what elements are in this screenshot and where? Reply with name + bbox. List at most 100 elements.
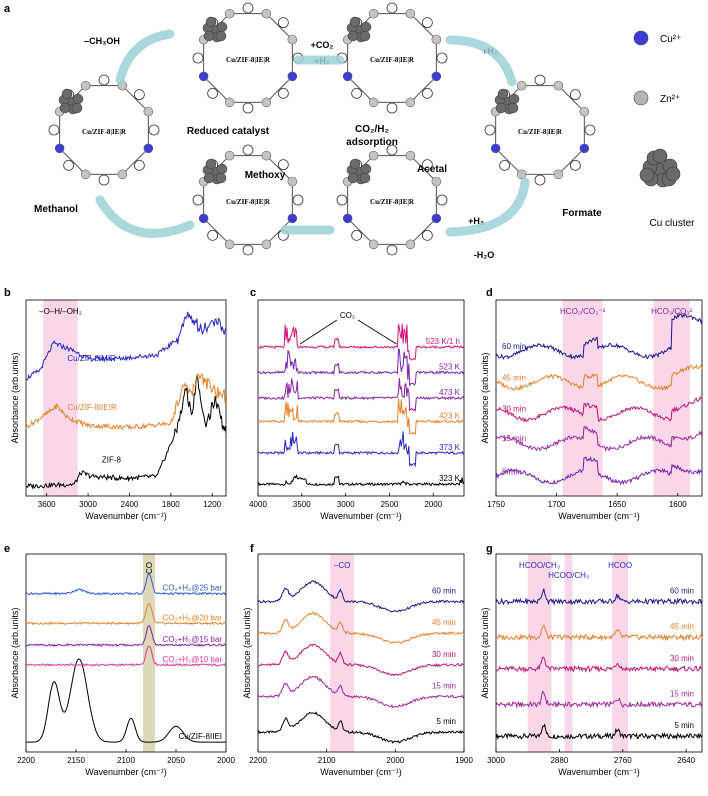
cu-cluster-legend-atom [665,166,681,182]
series-label: CO₂+H₂@10 bar [163,655,223,664]
imidazolate [421,87,433,99]
imidazolate [351,87,363,99]
panel-b: b –O–H/–OH₂ 3600 3000 2400 1800 1200 Wavenumber… [4,287,227,521]
series-line [257,675,465,708]
imidazolate [534,174,546,186]
series-line [257,431,465,468]
x-axis-label: Wavenumber (cm⁻¹) [320,767,401,777]
zn-ion [80,80,91,91]
annotation-arrow [357,319,397,345]
panel-d: d HCO₂/CO₃⁻² HCO₃/CO₃² 1750 1700 1650 1600 Wave… [480,287,703,521]
series-line [495,455,703,486]
x-tick-label: 2200 [249,756,267,765]
arrow-label: +CO₂ [311,40,334,50]
zn-ion [405,150,416,161]
zn-ion [143,106,154,117]
x-axis-label: Wavenumber (cm⁻¹) [558,767,639,777]
zn-ion [261,239,272,250]
catalyst-ring: Cu/ZIF-8|IE|R [336,2,448,114]
cu-cluster-atom [72,93,84,105]
x-tick-label: 2640 [677,756,695,765]
cu-cluster-atom [359,30,371,42]
series-line [495,588,703,606]
catalyst-label: Cu/ZIF-8|IE|R [226,198,271,206]
series-label: 30 min [502,405,526,414]
imidazolate [207,87,219,99]
series-line [257,398,465,436]
cu-cluster-legend-atom [639,167,655,183]
x-tick-label: 4000 [249,500,267,509]
imidazolate [336,194,348,206]
series-line [25,602,227,626]
series-line [257,347,465,388]
series-label: 473 K [439,388,461,397]
cu-ion [342,213,353,224]
spectra-panels: b –O–H/–OH₂ 3600 3000 2400 1800 1200 Wavenumber… [4,287,703,777]
zn-ion [117,169,128,180]
imidazolate [242,244,254,256]
cu-cluster-legend-atom [652,148,668,164]
series-label: 373 K [439,443,461,452]
imidazolate [63,159,75,171]
x-tick-label: 2400 [121,500,139,509]
series-label: ZIF-8 [102,456,122,465]
cu-cluster-atom [360,21,372,33]
imidazolate [148,124,160,136]
imidazolate [499,159,511,171]
x-tick-label: 3500 [293,500,311,509]
arrow-label: –CH₃OH [84,36,120,46]
cu-ion [342,71,353,82]
series-label: Cu/ZIF-8IIEIR [67,403,117,412]
x-tick-label: 3000 [79,500,97,509]
zn-ion [80,169,91,180]
series-line [257,377,465,412]
legend-label: Zn²⁺ [660,94,680,105]
cu-ion [198,71,209,82]
series-label: 30 min [432,650,456,659]
series-line [26,658,226,743]
panel-c: c 4000 3500 3000 2500 2000 Wavenumber (cm⁻¹) 32… [249,287,465,521]
zn-legend-marker [633,90,649,106]
step-label: Formate [562,208,602,219]
imidazolate [421,229,433,241]
cu-cluster-atom [495,102,507,114]
imidazolate [192,52,204,64]
series-line [496,395,703,423]
step-label: adsorption [346,137,398,148]
cu-cluster-atom [61,88,73,100]
series-label: 5 min [674,721,694,730]
cu-cluster-atom [203,172,215,184]
cu-cluster-atom [497,88,509,100]
cu-ion [490,143,501,154]
imidazolate [207,229,219,241]
step-label: Methoxy [245,170,286,181]
x-tick-label: 2050 [167,756,185,765]
series-label: 45 min [502,373,526,382]
series-label: 323 K [439,474,461,483]
series-label: CO₂+H₂@20 bar [163,613,223,622]
series-label: 30 min [670,654,694,663]
x-tick-label: 1900 [455,756,473,765]
imidazolate [386,2,398,14]
zn-ion [368,8,379,19]
series-line [25,373,227,431]
x-axis-label: Wavenumber (cm⁻¹) [320,511,401,521]
x-tick-label: 1600 [669,500,687,509]
panel-letter: f [250,543,254,555]
reaction-scheme: a Cu/ZIF-8|IE|R Cu/ZIF-8|IE|R Cu/ZIF-8|IE|R… [4,2,695,260]
series-line [257,323,465,361]
series-line [495,624,703,642]
x-tick-label: 1800 [162,500,180,509]
catalyst-ring: Cu/ZIF-8|IE|R [192,2,304,114]
x-tick-label: 1650 [608,500,626,509]
highlight-band [612,554,629,752]
cu-ion [54,143,65,154]
zn-ion [287,176,298,187]
cu-cluster-atom [205,16,217,28]
series-label: 60 min [432,587,456,596]
imidazolate [242,102,254,114]
series-label: CO₂+H₂@25 bar [163,584,223,593]
series-line [25,625,227,648]
cu-cluster-atom [508,93,520,105]
